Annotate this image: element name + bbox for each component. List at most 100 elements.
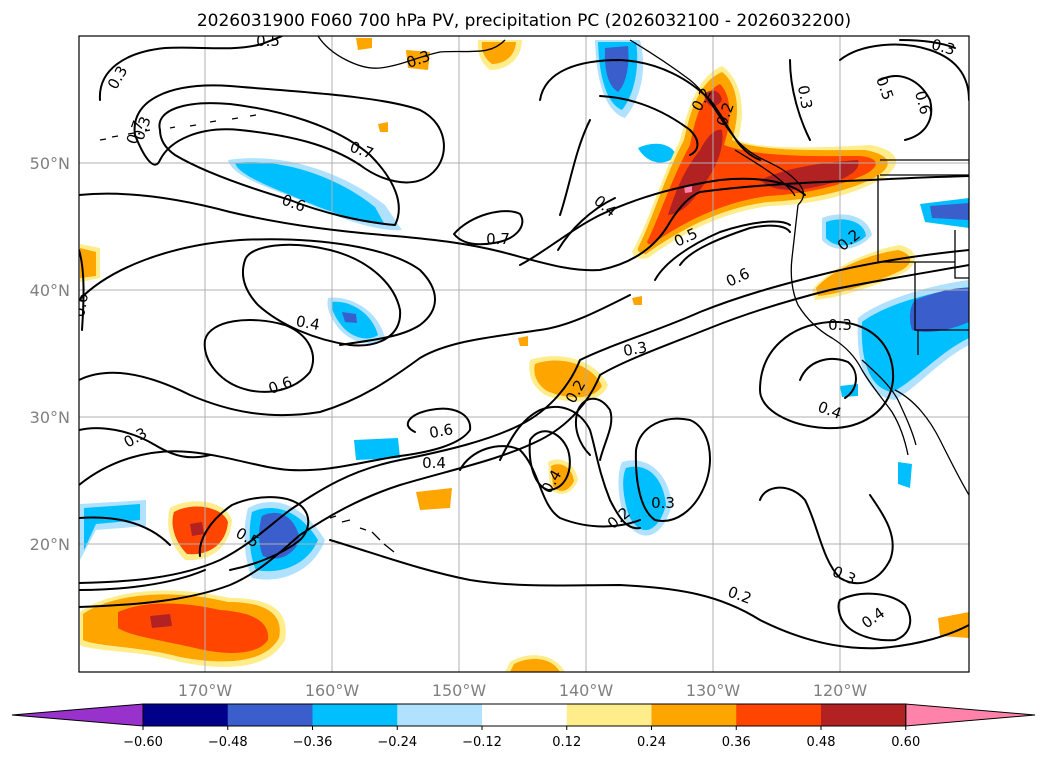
contour-line bbox=[499, 405, 641, 530]
pos-region bbox=[481, 42, 516, 64]
colorbar-extend-max bbox=[905, 703, 1036, 727]
lon-label: 140°W bbox=[559, 681, 614, 700]
vancouver-island bbox=[734, 149, 796, 197]
pos-region bbox=[378, 122, 388, 132]
contour-label: 0.4 bbox=[295, 312, 322, 334]
contour-line bbox=[679, 224, 791, 266]
contour-line bbox=[799, 358, 857, 399]
colorbar-frame bbox=[142, 703, 907, 727]
contour-line bbox=[839, 43, 969, 101]
colorbar: −0.60 −0.48 −0.36 −0.24 −0.12 0.12 0.24 0.36 0.4… bbox=[11, 703, 1036, 750]
contour-line bbox=[203, 319, 314, 393]
contour-line bbox=[634, 417, 711, 522]
colorbar-extend-min bbox=[11, 703, 144, 727]
contour-line bbox=[599, 95, 699, 156]
map-panel: 0.5 0.3 0.7 0.6 0.7 0.4 0.5 0.7 0.6 0.3 … bbox=[70, 32, 969, 672]
neg-region bbox=[604, 46, 629, 92]
contour-line bbox=[654, 220, 791, 281]
contour-line bbox=[98, 36, 283, 101]
pos-region bbox=[150, 614, 172, 628]
contour-line bbox=[79, 249, 85, 331]
colorbar-segment bbox=[736, 704, 822, 726]
pv-contours bbox=[79, 36, 969, 650]
pos-region bbox=[416, 488, 452, 510]
contour-line bbox=[459, 445, 641, 528]
contour-label: 0.3 bbox=[622, 338, 649, 360]
lon-label: 160°W bbox=[305, 681, 360, 700]
contour-line bbox=[79, 264, 969, 608]
contour-label: 0.6 bbox=[428, 420, 455, 442]
colorbar-segment bbox=[312, 704, 398, 726]
neg-region bbox=[638, 143, 676, 163]
pos-region bbox=[938, 612, 969, 638]
lon-label: 150°W bbox=[432, 681, 487, 700]
hawaii-islands bbox=[329, 515, 395, 553]
contour-line bbox=[79, 407, 472, 486]
contour-line bbox=[453, 210, 524, 246]
coastlines bbox=[99, 36, 969, 553]
map-title: 2026031900 F060 700 hPa PV, precipitatio… bbox=[197, 11, 851, 31]
contour-line bbox=[789, 59, 811, 141]
contour-label: 0.7 bbox=[486, 230, 510, 248]
contour-label: 0.3 bbox=[794, 84, 816, 111]
lat-label: 40°N bbox=[30, 281, 70, 300]
pos-region bbox=[510, 658, 560, 672]
contour-label: 0.4 bbox=[422, 454, 446, 472]
contour-line bbox=[158, 102, 400, 226]
colorbar-segment bbox=[397, 704, 483, 726]
lat-label: 50°N bbox=[30, 154, 70, 173]
lat-label: 20°N bbox=[30, 535, 70, 554]
pos-region bbox=[760, 160, 859, 190]
contour-line bbox=[79, 294, 631, 417]
contour-line bbox=[79, 427, 211, 459]
contour-label: 0.3 bbox=[929, 35, 957, 59]
neg-region bbox=[84, 504, 140, 550]
pos-region bbox=[356, 38, 372, 50]
precip-shading bbox=[80, 38, 969, 672]
us-west-coast bbox=[790, 204, 909, 456]
colorbar-segment bbox=[566, 704, 652, 726]
contour-line bbox=[759, 320, 895, 430]
neg-region bbox=[354, 438, 400, 460]
neg-region bbox=[235, 162, 385, 225]
contour-line bbox=[559, 119, 591, 216]
lon-label: 170°W bbox=[178, 681, 233, 700]
contour-line bbox=[198, 496, 310, 571]
contour-line bbox=[574, 397, 613, 461]
pos-region bbox=[632, 296, 642, 305]
contour-line bbox=[899, 39, 956, 49]
state-border bbox=[877, 159, 969, 355]
colorbar-tick-label: 0.36 bbox=[722, 735, 751, 750]
neg-region bbox=[623, 466, 666, 531]
colorbar-segment bbox=[482, 704, 568, 726]
colorbar-tick-label: 0.48 bbox=[807, 735, 836, 750]
neg-region bbox=[342, 312, 357, 323]
contour-label: 0.6 bbox=[70, 292, 92, 319]
contour-label: 0.5 bbox=[256, 32, 280, 50]
contour-line bbox=[329, 539, 969, 650]
colorbar-tick-label: −0.12 bbox=[462, 735, 502, 750]
colorbar-tick-label: −0.36 bbox=[293, 735, 333, 750]
contour-label: 0.6 bbox=[911, 89, 935, 117]
colorbar-tick-label: −0.24 bbox=[377, 735, 417, 750]
colorbar-segment bbox=[821, 704, 907, 726]
map-frame bbox=[78, 35, 970, 673]
colorbar-segment bbox=[227, 704, 313, 726]
neg-region bbox=[826, 219, 866, 246]
lon-label: 120°W bbox=[813, 681, 868, 700]
lon-labels: 170°W 160°W 150°W 140°W 130°W 120°W bbox=[178, 681, 868, 700]
colorbar-tick-label: −0.48 bbox=[208, 735, 248, 750]
aleutian-islands bbox=[99, 114, 257, 141]
colorbar-tick-label: −0.60 bbox=[123, 735, 163, 750]
contour-line bbox=[79, 238, 436, 346]
contour-label: 0.3 bbox=[828, 316, 852, 334]
lat-label: 30°N bbox=[30, 408, 70, 427]
colorbar-tick-label: 0.60 bbox=[891, 735, 920, 750]
colorbar-tick-label: 0.24 bbox=[637, 735, 666, 750]
pos-region bbox=[518, 336, 528, 346]
lon-label: 130°W bbox=[686, 681, 741, 700]
contour-line bbox=[879, 75, 933, 141]
contour-line bbox=[133, 84, 445, 184]
colorbar-tick-label: 0.12 bbox=[552, 735, 581, 750]
